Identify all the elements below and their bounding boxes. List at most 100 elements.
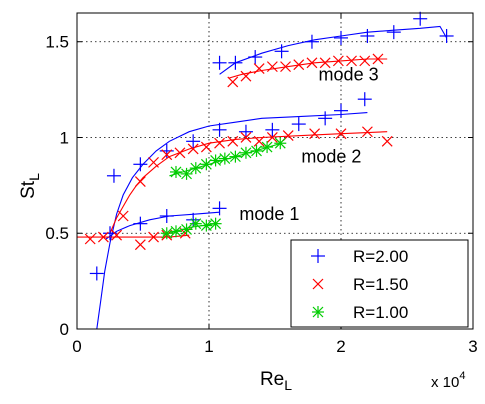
legend-marker-star: [312, 306, 324, 318]
data-point-plus: [413, 11, 428, 26]
data-point-plus: [106, 168, 121, 183]
data-point-x: [309, 128, 321, 140]
data-point-plus: [334, 103, 348, 118]
data-point-plus: [186, 134, 201, 149]
data-point-x: [148, 156, 159, 168]
fit-curve: [77, 234, 190, 238]
data-point-star: [209, 154, 222, 167]
x-tick-label: 2: [336, 337, 345, 356]
data-point-star: [261, 141, 274, 154]
data-point-plus: [212, 55, 227, 70]
data-point-plus: [439, 28, 454, 43]
data-point-plus: [274, 44, 289, 59]
x-axis-multiplier: x 104: [431, 370, 465, 391]
data-point-x: [293, 59, 305, 71]
data-point-plus: [212, 201, 227, 216]
data-point-x: [253, 63, 265, 74]
data-point-x: [200, 141, 212, 153]
data-point-star: [218, 152, 231, 165]
data-point-x: [187, 143, 199, 155]
data-point-x: [332, 55, 344, 67]
data-point-star: [239, 146, 252, 159]
data-point-plus: [291, 117, 306, 132]
data-point-star: [189, 162, 202, 175]
data-point-star: [160, 227, 173, 240]
mode-annotation: mode 1: [239, 204, 299, 224]
data-point-x: [359, 55, 371, 67]
data-point-x: [266, 132, 278, 143]
data-point-x: [240, 132, 252, 143]
x-axis-title: ReL: [260, 369, 292, 393]
legend-label: R=1.50: [353, 275, 408, 294]
data-point-x: [174, 147, 186, 159]
data-point-star: [189, 217, 202, 230]
mode-annotation: mode 3: [319, 64, 379, 84]
legend-marker-x: [312, 278, 324, 290]
data-point-plus: [133, 157, 148, 172]
data-point-x: [306, 57, 318, 69]
data-point-plus: [248, 50, 263, 65]
y-tick-label: 1.5: [45, 33, 69, 52]
data-point-x: [134, 239, 146, 251]
data-point-x: [117, 210, 129, 222]
y-tick-label: 1: [60, 128, 69, 147]
y-tick-label: 0: [60, 320, 69, 339]
x-tick-label: 3: [468, 337, 477, 356]
data-point-x: [161, 149, 173, 161]
data-point-plus: [334, 30, 348, 45]
fit-curve: [96, 112, 368, 330]
legend-label: R=1.00: [353, 303, 408, 322]
data-point-x: [111, 229, 123, 241]
data-point-x: [227, 76, 239, 88]
data-point-plus: [304, 34, 319, 49]
data-point-plus: [357, 92, 372, 107]
y-axis-title-sub: L: [26, 173, 42, 181]
data-point-star: [250, 144, 263, 157]
y-tick-label: 0.5: [45, 224, 69, 243]
legend-marker-plus: [311, 249, 325, 263]
data-markers: [84, 11, 454, 281]
data-point-star: [209, 217, 222, 230]
data-point-star: [274, 137, 287, 150]
axis-ticks: 0 1 2 3 0 0.5 1 1.5: [45, 13, 478, 356]
data-point-x: [319, 57, 331, 69]
data-point-plus: [360, 28, 375, 43]
data-point-x: [266, 61, 278, 73]
data-point-plus: [238, 124, 253, 139]
data-point-x: [227, 135, 239, 147]
data-point-x: [148, 231, 159, 243]
data-point-plus: [89, 266, 104, 281]
data-point-plus: [228, 55, 243, 70]
data-point-star: [229, 150, 242, 163]
data-point-star: [170, 225, 182, 238]
legend: R=2.00 R=1.50 R=1.00: [290, 239, 469, 328]
data-point-x: [335, 128, 347, 140]
data-point-plus: [212, 122, 227, 137]
data-point-plus: [386, 25, 401, 40]
data-point-x: [361, 126, 373, 138]
plot-frame: [76, 12, 474, 330]
data-point-plus: [133, 216, 148, 231]
legend-label: R=2.00: [353, 247, 408, 266]
x-axis-title-main: Re: [260, 369, 284, 390]
data-point-star: [180, 223, 193, 236]
grid-layer: [77, 13, 473, 329]
data-point-x: [280, 61, 291, 73]
data-point-x: [372, 53, 384, 65]
data-point-plus: [159, 209, 174, 224]
data-point-x: [253, 135, 265, 147]
data-point-x: [134, 176, 146, 187]
x-tick-label: 1: [204, 337, 213, 356]
data-point-x: [346, 55, 357, 67]
data-point-star: [200, 219, 213, 232]
legend-items: R=2.00 R=1.50 R=1.00: [311, 247, 408, 322]
x-axis-multiplier-base: x 10: [431, 374, 459, 391]
y-axis-title-main: St: [18, 180, 39, 199]
mode-annotation: mode 2: [301, 147, 361, 167]
data-point-x: [97, 231, 109, 243]
fit-curve: [105, 211, 220, 240]
data-point-plus: [186, 212, 201, 227]
